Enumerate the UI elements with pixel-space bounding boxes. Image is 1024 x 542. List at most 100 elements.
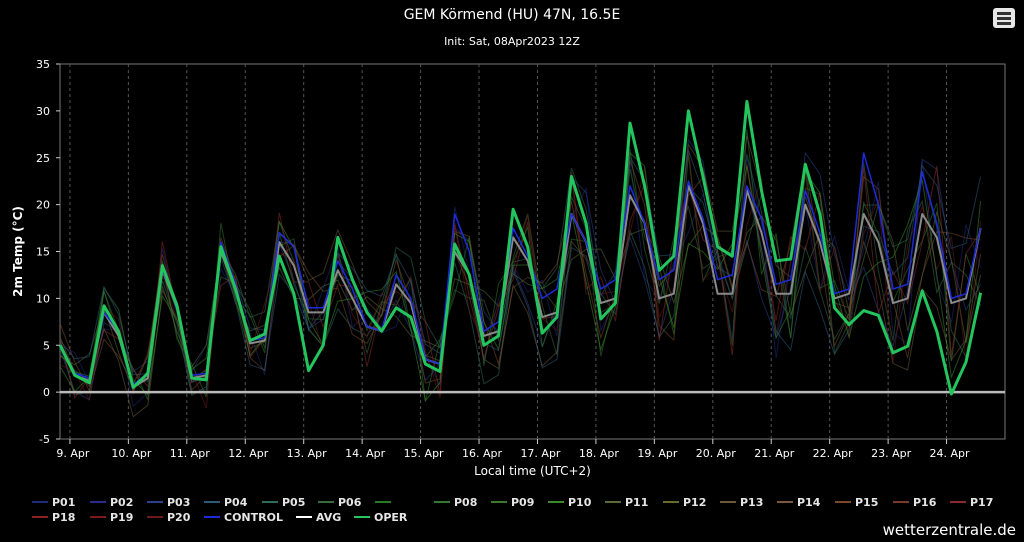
x-tick-label: 23. Apr — [871, 447, 911, 460]
x-tick-label: 20. Apr — [696, 447, 736, 460]
ensemble-member-line — [59, 160, 981, 393]
x-tick-label: 21. Apr — [754, 447, 794, 460]
legend-symbol — [90, 501, 106, 503]
legend-symbol — [204, 501, 220, 503]
legend-item-p04[interactable]: P04 — [204, 496, 247, 509]
legend-item-control[interactable]: CONTROL — [204, 511, 283, 524]
hamburger-menu-icon[interactable] — [993, 8, 1015, 28]
y-axis-title: 2m Temp (°C) — [11, 206, 25, 297]
legend-symbol — [90, 516, 106, 518]
x-axis-title: Local time (UTC+2) — [474, 464, 591, 478]
legend-label: P11 — [625, 496, 649, 509]
x-tick-label: 22. Apr — [813, 447, 853, 460]
legend-symbol — [605, 501, 621, 503]
legend-symbol — [318, 501, 334, 503]
legend-label: P10 — [568, 496, 592, 509]
x-tick-label: 9. Apr — [56, 447, 89, 460]
brand-logo[interactable]: wetterzentrale.de — [882, 521, 1016, 539]
legend-label: P03 — [167, 496, 191, 509]
x-tick-label: 11. Apr — [170, 447, 210, 460]
legend-label: P02 — [110, 496, 134, 509]
legend-symbol — [434, 501, 450, 503]
y-tick-label: -5 — [39, 433, 50, 446]
legend-item-p02[interactable]: P02 — [90, 496, 133, 509]
legend-item-p07[interactable] — [375, 496, 395, 509]
legend-item-p12[interactable]: P12 — [663, 496, 706, 509]
legend-item-p20[interactable]: P20 — [147, 511, 190, 524]
legend-label: P08 — [454, 496, 478, 509]
legend-item-p01[interactable]: P01 — [32, 496, 75, 509]
legend-symbol — [296, 516, 312, 518]
legend-item-p08[interactable]: P08 — [434, 496, 477, 509]
x-tick-label: 16. Apr — [462, 447, 502, 460]
y-tick-label: 25 — [36, 152, 50, 165]
legend-label: P01 — [52, 496, 76, 509]
legend-label: P17 — [970, 496, 994, 509]
x-tick-label: 12. Apr — [228, 447, 268, 460]
y-tick-label: 35 — [36, 58, 50, 71]
series-line-oper — [58, 100, 983, 396]
legend-label: OPER — [374, 511, 408, 524]
series-line-control — [59, 152, 982, 386]
legend-symbol — [262, 501, 278, 503]
legend-label: P04 — [224, 496, 248, 509]
legend-symbol — [893, 501, 909, 503]
x-tick-label: 19. Apr — [637, 447, 677, 460]
x-tick-label: 24. Apr — [930, 447, 970, 460]
legend-label: P12 — [683, 496, 707, 509]
x-tick-label: 18. Apr — [579, 447, 619, 460]
legend-symbol — [204, 516, 220, 518]
legend-item-p18[interactable]: P18 — [32, 511, 75, 524]
legend-label: P18 — [52, 511, 76, 524]
x-tick-label: 13. Apr — [287, 447, 327, 460]
legend-symbol — [548, 501, 564, 503]
y-tick-label: 20 — [36, 199, 50, 212]
chart-title: GEM Körmend (HU) 47N, 16.5E — [403, 7, 621, 23]
legend-item-p09[interactable]: P09 — [491, 496, 534, 509]
legend-symbol — [375, 501, 391, 503]
y-tick-label: 0 — [43, 386, 50, 399]
legend-label: P13 — [740, 496, 764, 509]
y-tick-label: 30 — [36, 105, 50, 118]
legend-item-p13[interactable]: P13 — [720, 496, 763, 509]
y-tick-label: 15 — [36, 246, 50, 259]
legend-item-p03[interactable]: P03 — [147, 496, 190, 509]
legend-label: P20 — [167, 511, 191, 524]
legend-label: P15 — [855, 496, 879, 509]
legend-item-p14[interactable]: P14 — [777, 496, 820, 509]
legend-symbol — [835, 501, 851, 503]
legend-symbol — [147, 501, 163, 503]
legend-symbol — [663, 501, 679, 503]
legend-item-p05[interactable]: P05 — [262, 496, 305, 509]
legend-label: P14 — [797, 496, 821, 509]
legend-symbol — [491, 501, 507, 503]
legend-item-p10[interactable]: P10 — [548, 496, 591, 509]
x-tick-label: 10. Apr — [111, 447, 151, 460]
legend-symbol — [32, 516, 48, 518]
x-tick-label: 17. Apr — [520, 447, 560, 460]
legend-item-oper[interactable]: OPER — [354, 511, 407, 524]
legend-symbol — [777, 501, 793, 503]
legend-label: P19 — [110, 511, 134, 524]
legend-symbol — [32, 501, 48, 503]
legend-label: P05 — [282, 496, 306, 509]
legend-item-p11[interactable]: P11 — [605, 496, 648, 509]
y-tick-label: 10 — [36, 292, 50, 305]
ensemble-member-line — [59, 153, 982, 397]
legend-item-avg[interactable]: AVG — [296, 511, 341, 524]
legend: P01 P02 P03 P04 P05 P06 P08 P09 P10 P11 P12 P13 P14 P… — [0, 496, 1024, 526]
legend-symbol — [147, 516, 163, 518]
legend-label: P16 — [913, 496, 937, 509]
legend-item-p19[interactable]: P19 — [90, 511, 133, 524]
legend-symbol — [354, 516, 370, 518]
legend-item-p15[interactable]: P15 — [835, 496, 878, 509]
chart-subtitle: Init: Sat, 08Apr2023 12Z — [444, 35, 580, 48]
legend-item-p17[interactable]: P17 — [950, 496, 993, 509]
x-tick-label: 14. Apr — [345, 447, 385, 460]
legend-symbol — [950, 501, 966, 503]
ensemble-member-line — [59, 152, 982, 402]
y-tick-label: 5 — [43, 339, 50, 352]
legend-item-p06[interactable]: P06 — [318, 496, 361, 509]
legend-item-p16[interactable]: P16 — [893, 496, 936, 509]
